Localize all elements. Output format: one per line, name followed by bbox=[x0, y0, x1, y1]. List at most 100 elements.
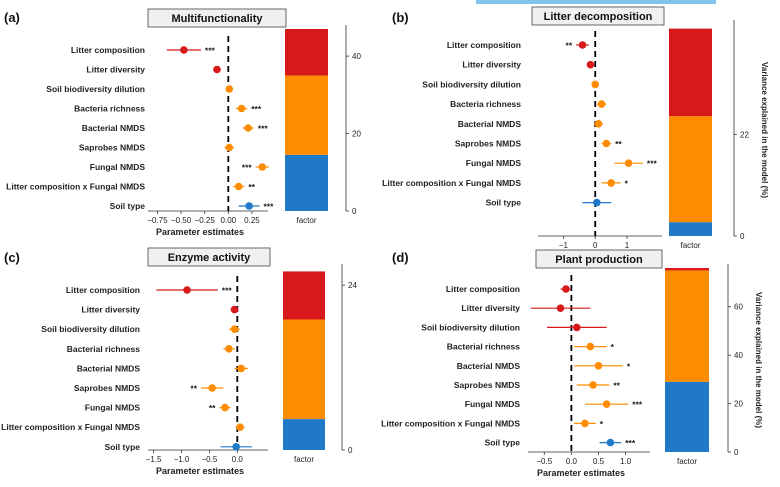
estimate-point bbox=[208, 384, 216, 392]
x-tick-label: 0 bbox=[593, 241, 598, 250]
panel-b: (b)Litter decomposition−101Parameter est… bbox=[382, 6, 769, 262]
x-tick-label: −0.75 bbox=[147, 216, 168, 225]
estimate-point bbox=[581, 419, 589, 428]
row-label: Fungal NMDS bbox=[465, 399, 521, 409]
variance-tick-label: 0 bbox=[352, 207, 357, 216]
significance-label: ** bbox=[613, 381, 620, 391]
significance-label: ** bbox=[248, 182, 255, 192]
panel-a: (a) Multifunctionality −0.75 −0.50 −0.25 0.00… bbox=[4, 8, 361, 237]
x-tick-label: −0.25 bbox=[195, 216, 216, 225]
estimate-point bbox=[586, 60, 595, 69]
significance-label: *** bbox=[242, 163, 253, 173]
significance-label: ** bbox=[566, 41, 573, 51]
estimate-point bbox=[180, 46, 188, 54]
estimate-point bbox=[237, 104, 246, 113]
significance-label: *** bbox=[205, 46, 216, 56]
factor-label: factor bbox=[677, 457, 697, 466]
row-label: Bacteria richness bbox=[74, 104, 145, 114]
estimate-point bbox=[258, 163, 267, 171]
panel-title-box bbox=[147, 247, 271, 267]
row-label: Litter diversity bbox=[86, 65, 145, 75]
row-label: Soil type bbox=[110, 201, 146, 211]
significance-label: * bbox=[625, 178, 629, 188]
row-label: Litter composition x Fungal NMDS bbox=[1, 422, 140, 432]
row-label: Bacterial richness bbox=[447, 342, 521, 352]
row-label: Litter composition bbox=[71, 45, 145, 55]
variance-tick-label: 0 bbox=[740, 232, 745, 241]
row-label: Soil biodiversity dilution bbox=[41, 324, 140, 334]
panel-label: (a) bbox=[4, 10, 20, 25]
x-axis-label: Parameter estimates bbox=[537, 468, 625, 478]
estimate-point bbox=[232, 443, 240, 451]
estimate-point bbox=[245, 202, 253, 210]
estimate-point bbox=[589, 381, 597, 389]
row-label: Bacterial NMDS bbox=[82, 123, 146, 133]
significance-label: *** bbox=[263, 202, 274, 212]
factor-label: factor bbox=[296, 216, 316, 225]
variance-segment-soil-type bbox=[665, 381, 709, 452]
variance-tick-label: 24 bbox=[348, 281, 357, 290]
estimate-point bbox=[237, 364, 246, 373]
row-label: Bacterial NMDS bbox=[458, 119, 522, 129]
row-label: Fungal NMDS bbox=[90, 162, 146, 172]
panel-c: (c) Enzyme activity −1.5 −1.0 −0.5 0.0 Paramet… bbox=[1, 247, 357, 476]
variance-tick-label: 0 bbox=[348, 446, 353, 455]
variance-segment-litter bbox=[669, 28, 712, 117]
variance-tick-label: 22 bbox=[740, 131, 749, 140]
variance-tick-label: 60 bbox=[734, 303, 743, 312]
estimate-point bbox=[236, 423, 244, 432]
variance-segment-soil-type bbox=[283, 419, 325, 450]
top-accent-bar bbox=[476, 0, 716, 4]
variance-segment-litter bbox=[285, 29, 328, 76]
estimate-point bbox=[594, 120, 603, 128]
row-label: Fungal NMDS bbox=[466, 158, 522, 168]
estimate-point bbox=[213, 65, 221, 74]
significance-label: ** bbox=[209, 403, 216, 413]
x-tick-label: −0.5 bbox=[536, 457, 552, 466]
x-tick-label: 0.25 bbox=[244, 216, 260, 225]
row-label: Bacteria richness bbox=[450, 99, 521, 109]
panel-title: Multifunctionality bbox=[171, 13, 263, 25]
row-label: Litter diversity bbox=[81, 305, 140, 315]
variance-axis-label: Variance explained in the model (%) bbox=[760, 62, 769, 198]
estimate-point bbox=[606, 438, 615, 447]
estimate-point bbox=[573, 323, 581, 332]
estimate-point bbox=[591, 80, 600, 89]
x-tick-label: −1.5 bbox=[146, 455, 162, 464]
estimate-point bbox=[221, 403, 229, 412]
row-label: Saprobes NMDS bbox=[454, 380, 520, 390]
x-axis-label: Parameter estimates bbox=[156, 227, 244, 237]
estimate-point bbox=[230, 305, 239, 314]
significance-label: * bbox=[600, 419, 604, 429]
significance-label: *** bbox=[632, 400, 643, 410]
row-label: Bacterial NMDS bbox=[77, 363, 141, 373]
estimate-point bbox=[607, 179, 615, 187]
x-tick-label: −0.50 bbox=[171, 216, 192, 225]
estimate-point bbox=[244, 124, 252, 132]
significance-label: *** bbox=[625, 438, 636, 448]
factor-label: factor bbox=[680, 241, 700, 250]
row-label: Soil type bbox=[486, 198, 522, 208]
variance-segment-litter bbox=[283, 271, 325, 320]
significance-label: *** bbox=[647, 159, 658, 169]
panel-label: (b) bbox=[392, 10, 409, 25]
estimate-point bbox=[602, 400, 611, 409]
row-label: Soil biodiversity dilution bbox=[422, 79, 521, 89]
panel-label: (d) bbox=[392, 250, 409, 265]
row-label: Bacterial NMDS bbox=[457, 361, 521, 371]
significance-label: ** bbox=[615, 139, 622, 149]
variance-axis-label: Variance explained in the model (%) bbox=[754, 292, 763, 428]
estimate-point bbox=[578, 41, 587, 49]
row-label: Litter composition bbox=[66, 285, 140, 295]
factor-label: factor bbox=[294, 455, 314, 464]
x-tick-label: 0.00 bbox=[221, 216, 237, 225]
estimate-point bbox=[586, 342, 595, 351]
row-label: Soil biodiversity dilution bbox=[46, 84, 145, 94]
x-tick-label: 0.0 bbox=[232, 455, 244, 464]
estimate-point bbox=[234, 182, 243, 191]
panel-title-box bbox=[531, 6, 665, 26]
row-label: Bacterial richness bbox=[67, 344, 141, 354]
significance-label: * bbox=[627, 361, 631, 371]
row-label: Soil biodiversity dilution bbox=[421, 322, 520, 332]
